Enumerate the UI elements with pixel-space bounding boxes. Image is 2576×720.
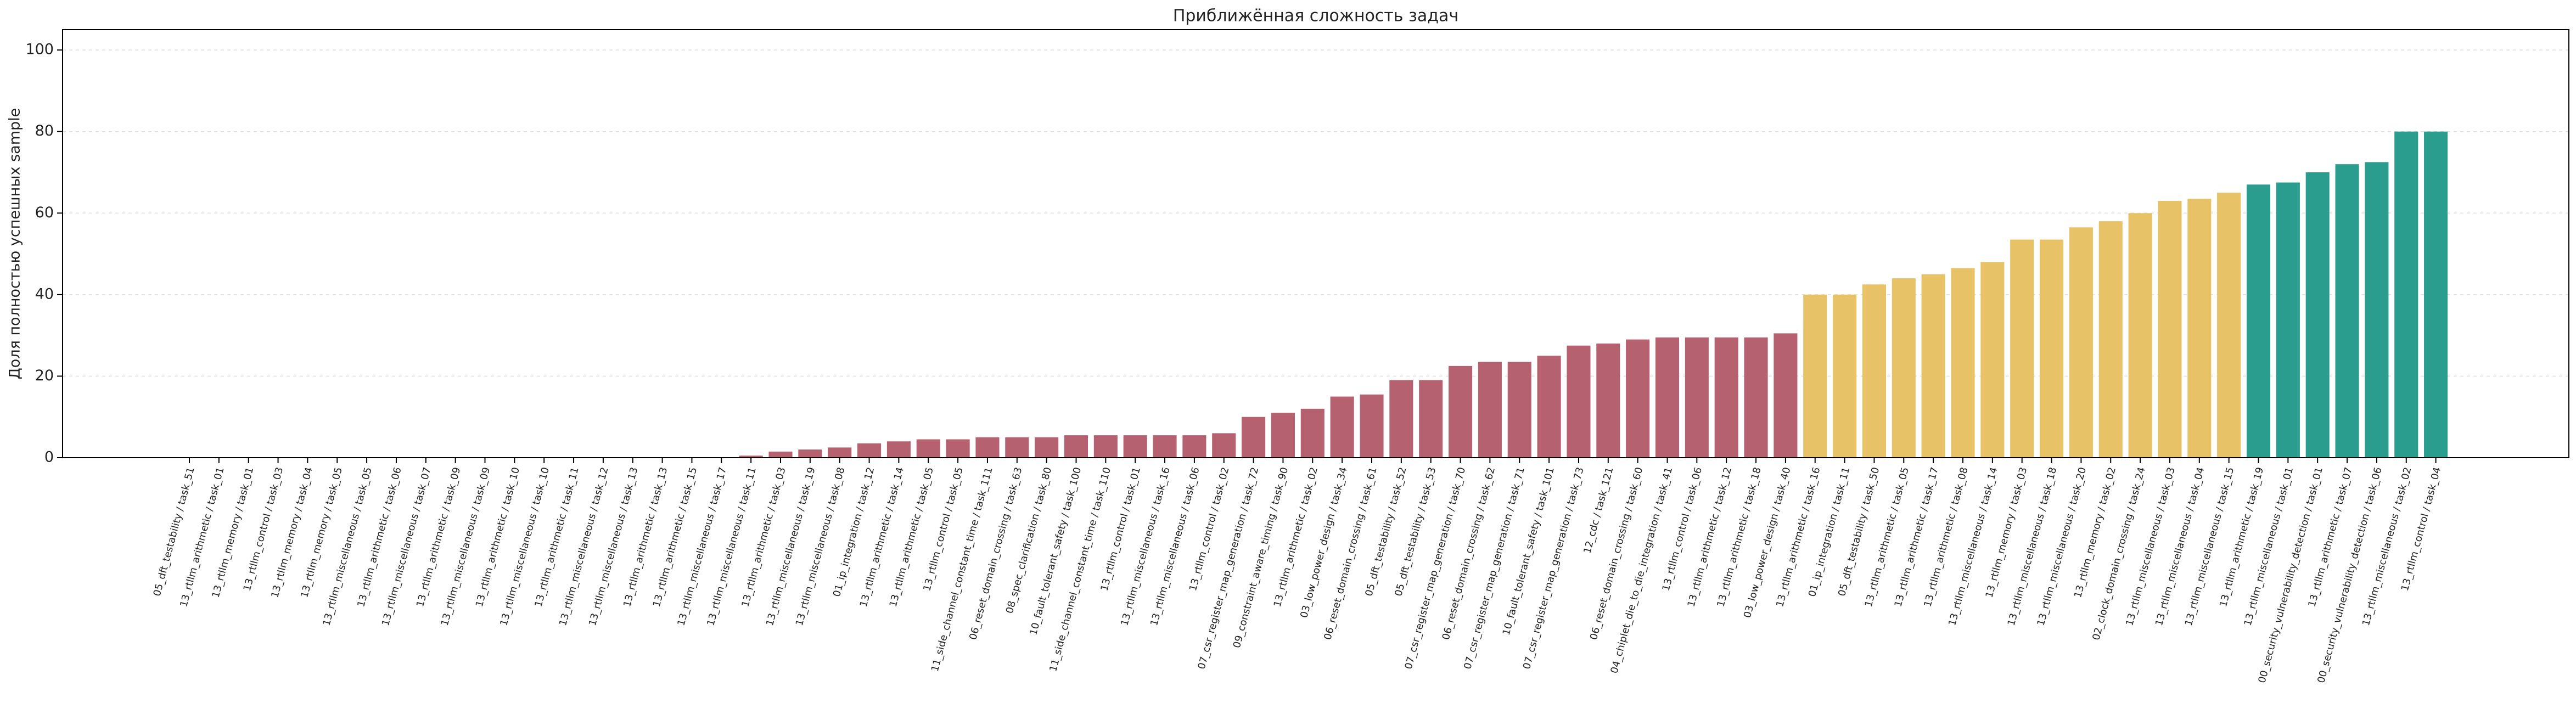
bar	[2276, 182, 2300, 458]
x-tick-label: 02_clock_domain_crossing / task_24	[2090, 466, 2147, 642]
bar	[1389, 380, 1413, 458]
y-tick-label: 40	[35, 285, 54, 302]
bar	[828, 447, 852, 458]
bar	[1803, 294, 1827, 458]
bar	[1330, 396, 1354, 458]
y-tick-label: 60	[35, 204, 54, 221]
bar	[1596, 344, 1620, 458]
bar	[857, 443, 882, 458]
bar	[1744, 337, 1768, 458]
y-tick-label: 100	[25, 41, 54, 58]
x-tick-label: 07_csr_register_map_generation / task_70	[1403, 466, 1468, 671]
x-tick-label: 06_reset_domain_crossing / task_63	[967, 466, 1024, 641]
bar	[2365, 162, 2389, 458]
bar	[2069, 227, 2093, 458]
bar	[2424, 131, 2448, 458]
bar	[2010, 239, 2034, 458]
bar	[1449, 365, 1473, 458]
bar	[1774, 333, 1798, 458]
bar	[2217, 193, 2241, 458]
x-tick-label: 07_csr_register_map_generation / task_73	[1521, 466, 1586, 671]
bar	[886, 441, 911, 458]
y-tick-label: 20	[35, 367, 54, 384]
bar	[1478, 362, 1502, 458]
bar	[1921, 274, 1945, 458]
bar	[1242, 417, 1266, 458]
bar	[2246, 184, 2271, 458]
bar	[1005, 437, 1029, 458]
x-tick-label: 07_csr_register_map_generation / task_72	[1196, 466, 1261, 671]
x-tick-label: 11_side_channel_constant_time / task_111	[929, 466, 995, 673]
bar	[2187, 199, 2212, 458]
bar	[1862, 284, 1886, 458]
bar	[1714, 337, 1738, 458]
bar	[1567, 345, 1591, 458]
bar	[1153, 435, 1177, 458]
bar	[1123, 435, 1147, 458]
bar	[2158, 201, 2182, 458]
bar	[1093, 435, 1118, 458]
bar	[916, 439, 940, 458]
x-tick-label: 09_constraint_aware_timing / task_90	[1231, 466, 1290, 649]
bar	[1419, 380, 1443, 458]
x-tick-label: 07_csr_register_map_generation / task_71	[1462, 466, 1527, 671]
bar	[739, 455, 763, 458]
bar	[1980, 262, 2005, 458]
bar	[1833, 294, 1857, 458]
bar	[1212, 433, 1236, 458]
bar	[2040, 239, 2064, 458]
bar	[1537, 356, 1561, 458]
bar	[1360, 394, 1384, 458]
bar	[946, 439, 970, 458]
bar	[1507, 362, 1531, 458]
bar	[798, 449, 822, 458]
bar	[2305, 172, 2330, 458]
bar	[1271, 413, 1295, 458]
y-axis-label: Доля полностью успешных sample	[7, 108, 24, 380]
bar	[768, 451, 793, 458]
bar	[1300, 408, 1325, 458]
x-tick-label: 06_reset_domain_crossing / task_62	[1440, 466, 1497, 641]
bar	[1035, 437, 1059, 458]
bar	[1951, 268, 1975, 458]
bar	[2098, 221, 2123, 458]
bar	[2128, 213, 2152, 458]
x-tick-label: 12_cdc / task_121	[1581, 466, 1615, 555]
bar	[1182, 435, 1206, 458]
bar	[1685, 337, 1709, 458]
x-tick-label: 06_reset_domain_crossing / task_60	[1588, 466, 1645, 641]
plot-frame	[62, 29, 2569, 458]
y-tick-label: 80	[35, 122, 54, 139]
bar	[1064, 435, 1088, 458]
bar	[975, 437, 1000, 458]
bar	[1626, 339, 1650, 458]
x-tick-label: 06_reset_domain_crossing / task_61	[1322, 466, 1379, 641]
bar	[2394, 131, 2418, 458]
bar	[1655, 337, 1680, 458]
x-tick-label: 11_side_channel_constant_time / task_110	[1047, 466, 1113, 673]
y-tick-label: 0	[44, 449, 54, 466]
chart-title: Приближённая сложность задач	[1173, 7, 1458, 26]
bar	[1892, 278, 1916, 458]
bar	[2335, 164, 2359, 458]
